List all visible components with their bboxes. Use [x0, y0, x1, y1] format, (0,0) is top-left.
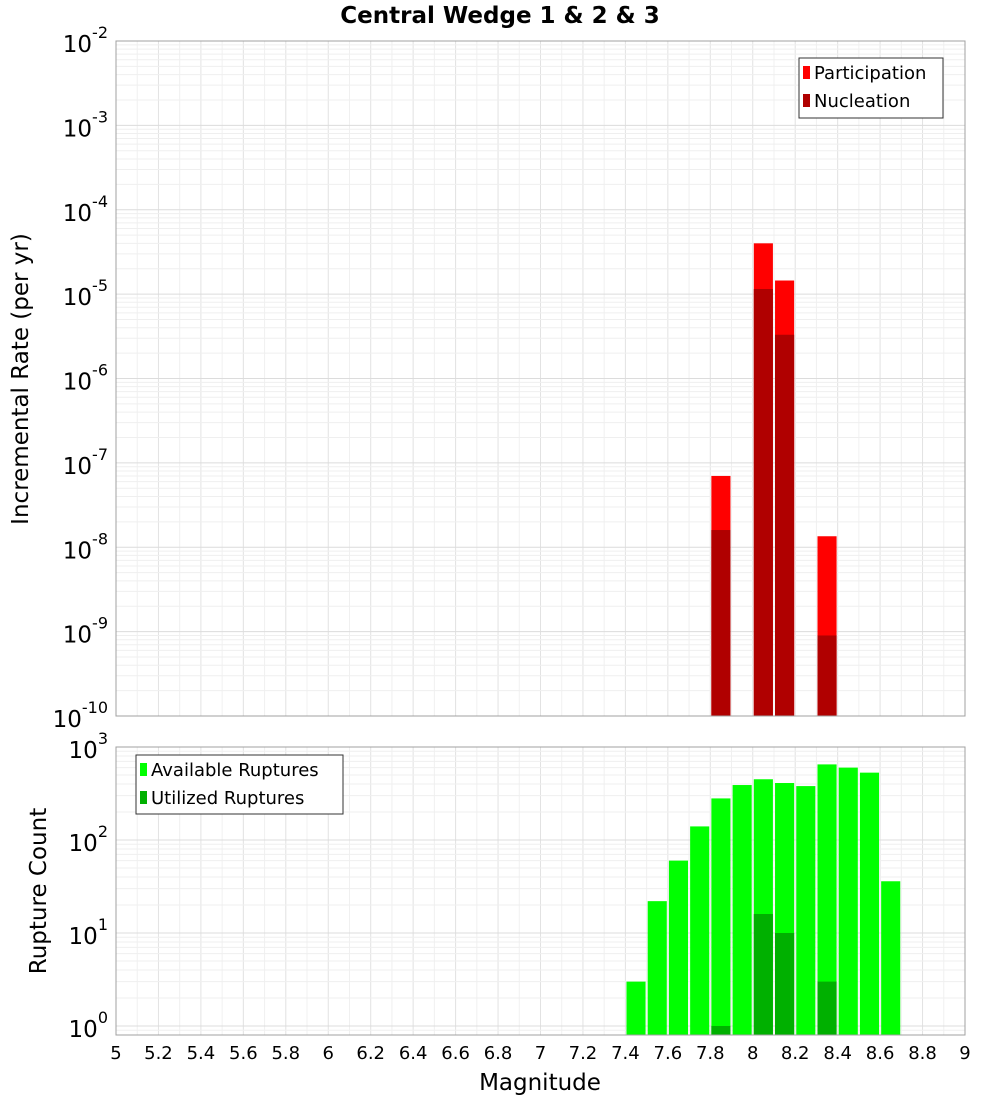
bar: [753, 914, 773, 1035]
x-tick-label: 6.2: [356, 1043, 385, 1064]
bar: [838, 767, 858, 1035]
bar: [817, 764, 837, 1035]
bar: [690, 826, 710, 1035]
bar: [859, 772, 880, 1035]
bar: [775, 334, 795, 716]
x-tick-label: 6: [323, 1043, 334, 1064]
bottom-plot-frame: [115, 746, 966, 1036]
top-plot-frame: [115, 40, 966, 717]
y-tick-label: 103: [69, 729, 108, 764]
x-tick-labels: 5 5.2 5.4 5.6 5.8 6 6.2 6.4 6.6 6.8 7 7.2 7.4 7.6 7.8 8…: [110, 1043, 970, 1064]
legend-box: [798, 57, 944, 119]
bar: [817, 981, 837, 1035]
legend-swatch: [140, 791, 147, 804]
x-tick-label: 7: [535, 1043, 546, 1064]
x-tick-label: 6.8: [484, 1043, 513, 1064]
y-tick-label: 10-7: [63, 445, 108, 480]
y-tick-label: 10-3: [63, 107, 108, 142]
y-tick-label: 100: [69, 1008, 108, 1043]
legend-label: Nucleation: [814, 91, 910, 112]
top-plot-panel: 10-10 10-9 10-8 10-7 10-6 10-5 10-4 10-3 10-2 Par…: [53, 23, 966, 733]
bar: [668, 860, 689, 1035]
x-tick-label: 5.4: [187, 1043, 216, 1064]
bottom-series-0: [626, 764, 901, 1035]
top-grid: [115, 40, 966, 717]
bottom-plot-panel: 100 101 102 103 Available Ruptures Utilized R…: [69, 729, 966, 1043]
x-tick-label: 8: [747, 1043, 758, 1064]
legend-label: Participation: [814, 63, 926, 84]
legend-label: Available Ruptures: [151, 760, 319, 781]
y-tick-label: 10-10: [53, 698, 108, 733]
x-tick-label: 8.2: [781, 1043, 810, 1064]
bar: [711, 530, 731, 716]
legend-swatch: [140, 763, 147, 776]
y-tick-label: 10-4: [63, 192, 108, 227]
x-tick-label: 5.6: [229, 1043, 258, 1064]
legend-swatch: [803, 94, 810, 107]
bottom-y-tick-labels: 100 101 102 103: [69, 729, 108, 1043]
x-tick-label: 6.6: [441, 1043, 470, 1064]
top-legend: Participation Nucleation: [798, 57, 944, 119]
y-tick-label: 101: [69, 915, 108, 950]
bottom-legend: Available Ruptures Utilized Ruptures: [135, 754, 344, 815]
x-tick-label: 8.8: [908, 1043, 937, 1064]
x-tick-label: 7.4: [611, 1043, 640, 1064]
bar: [753, 289, 773, 716]
bar: [775, 932, 795, 1035]
legend-label: Utilized Ruptures: [151, 788, 304, 809]
x-tick-label: 5: [110, 1043, 121, 1064]
top-y-axis-label: Incremental Rate (per yr): [8, 233, 34, 525]
y-tick-label: 10-8: [63, 529, 108, 564]
x-tick-label: 7.8: [696, 1043, 725, 1064]
bar: [817, 635, 837, 716]
x-tick-label: 8.6: [866, 1043, 895, 1064]
x-tick-label: 5.8: [271, 1043, 300, 1064]
bar: [626, 981, 646, 1035]
bar: [881, 881, 901, 1035]
legend-swatch: [803, 66, 810, 79]
bar: [796, 786, 816, 1035]
x-tick-label: 7.6: [654, 1043, 683, 1064]
bottom-series-1: [711, 914, 837, 1035]
y-tick-label: 10-2: [63, 23, 108, 58]
bottom-y-axis-label: Rupture Count: [26, 808, 52, 974]
x-tick-label: 9: [959, 1043, 970, 1064]
bar: [732, 785, 752, 1035]
y-tick-label: 102: [69, 822, 108, 857]
x-tick-label: 6.4: [399, 1043, 428, 1064]
y-tick-label: 10-9: [63, 614, 108, 649]
x-axis-label: Magnitude: [479, 1070, 601, 1096]
top-series-1: [711, 289, 837, 716]
bar: [711, 1025, 731, 1035]
y-tick-label: 10-6: [63, 361, 108, 396]
bar: [711, 798, 731, 1035]
top-y-tick-labels: 10-10 10-9 10-8 10-7 10-6 10-5 10-4 10-3 10-2: [53, 23, 108, 733]
x-tick-label: 8.4: [823, 1043, 852, 1064]
bar: [647, 901, 667, 1035]
x-tick-label: 5.2: [144, 1043, 173, 1064]
chart-title: Central Wedge 1 & 2 & 3: [340, 3, 659, 29]
x-tick-label: 7.2: [569, 1043, 598, 1064]
legend-box: [135, 754, 344, 815]
y-tick-label: 10-5: [63, 276, 108, 311]
